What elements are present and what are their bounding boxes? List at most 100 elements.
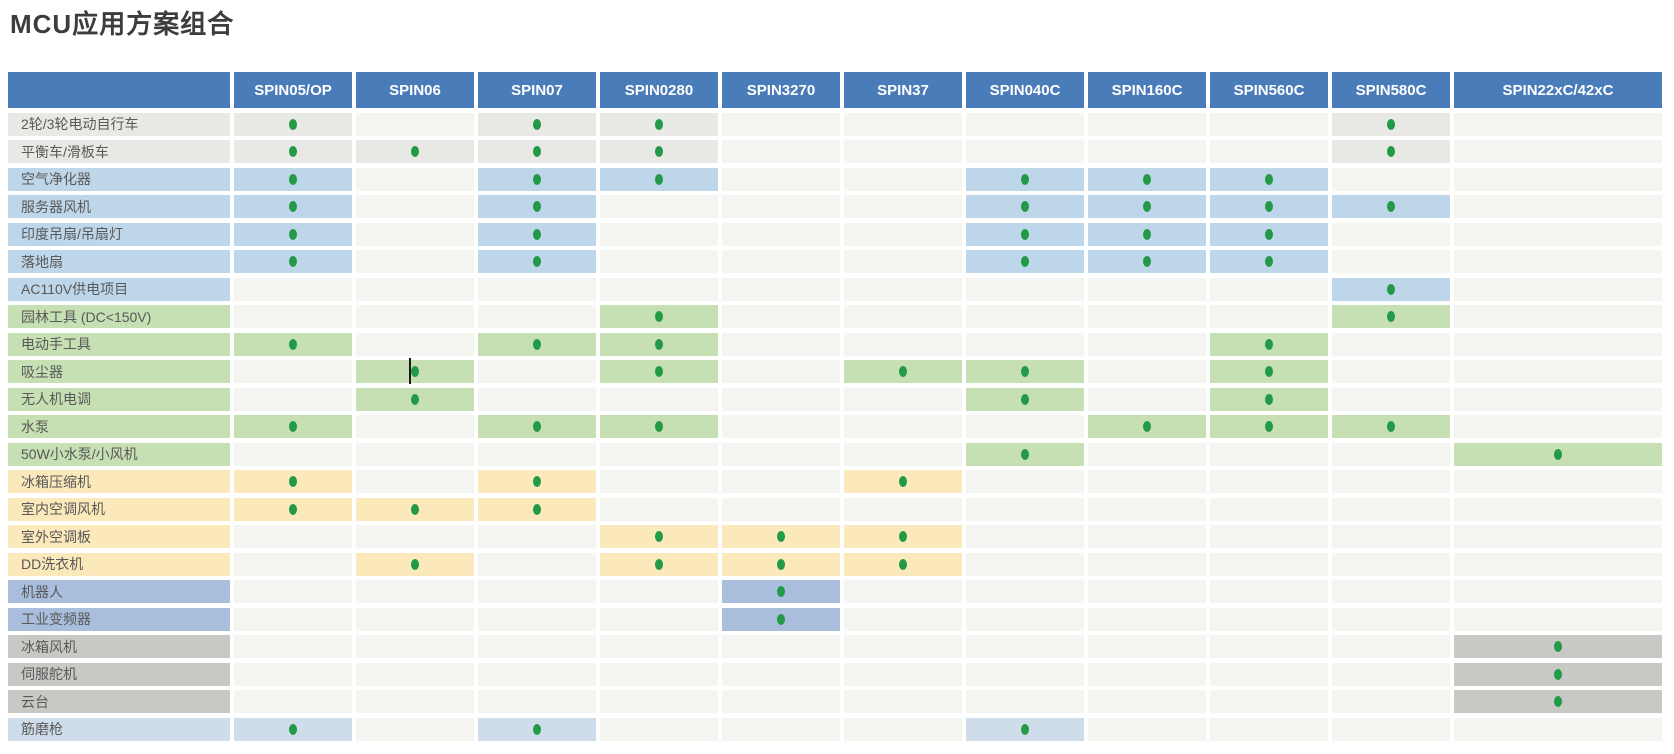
table-cell — [600, 442, 718, 466]
dot-icon — [289, 503, 297, 515]
table-cell — [1454, 332, 1662, 356]
table-cell — [356, 305, 474, 328]
dot-icon — [899, 476, 907, 487]
table-cell — [1088, 607, 1206, 631]
table-cell — [1332, 470, 1450, 493]
dot-icon — [1021, 448, 1029, 460]
table-cell — [722, 662, 840, 686]
table-cell — [1210, 662, 1328, 686]
table-cell — [1088, 552, 1206, 576]
dot-icon — [655, 558, 663, 570]
table-cell — [844, 222, 962, 246]
dot-icon — [655, 311, 663, 322]
table-cell — [356, 525, 474, 548]
table-cell — [600, 415, 718, 438]
table-cell — [1332, 140, 1450, 163]
row-label: 印度吊扇/吊扇灯 — [8, 222, 230, 246]
table-cell — [356, 662, 474, 686]
dot-icon — [1265, 228, 1273, 240]
dot-icon — [899, 531, 907, 542]
row-label: 无人机电调 — [8, 387, 230, 411]
column-header: SPIN160C — [1088, 72, 1206, 108]
table-cell — [1088, 662, 1206, 686]
table-cell — [1332, 552, 1450, 576]
table-cell — [966, 112, 1084, 136]
dot-icon — [1387, 201, 1395, 212]
row-label: 空气净化器 — [8, 167, 230, 191]
table-cell — [1088, 415, 1206, 438]
table-cell — [234, 222, 352, 246]
table-cell — [234, 277, 352, 301]
table-cell — [1088, 360, 1206, 383]
dot-icon — [289, 421, 297, 432]
dot-icon — [1265, 338, 1273, 350]
dot-icon — [411, 366, 419, 377]
table-cell — [1454, 305, 1662, 328]
table-cell — [722, 167, 840, 191]
table-cell — [478, 607, 596, 631]
table-cell — [844, 525, 962, 548]
dot-icon — [655, 118, 663, 130]
table-cell — [1210, 250, 1328, 273]
table-cell — [844, 112, 962, 136]
table-cell — [356, 690, 474, 713]
table-cell — [844, 387, 962, 411]
table-cell — [966, 167, 1084, 191]
dot-icon — [1554, 696, 1562, 707]
table-cell — [356, 140, 474, 163]
table-cell — [1454, 360, 1662, 383]
table-cell — [1454, 277, 1662, 301]
dot-icon — [411, 558, 419, 570]
table-cell — [356, 717, 474, 741]
dot-icon — [289, 723, 297, 735]
dot-icon — [411, 393, 419, 405]
table-cell — [844, 470, 962, 493]
table-cell — [722, 387, 840, 411]
table-cell — [478, 360, 596, 383]
table-cell — [600, 470, 718, 493]
dot-icon — [777, 531, 785, 542]
table-cell — [722, 552, 840, 576]
table-cell — [600, 167, 718, 191]
table-cell — [966, 717, 1084, 741]
table-cell — [966, 360, 1084, 383]
table-cell — [722, 112, 840, 136]
table-cell — [844, 415, 962, 438]
dot-icon — [533, 228, 541, 240]
column-header: SPIN22xC/42xC — [1454, 72, 1662, 108]
dot-icon — [899, 366, 907, 377]
row-label: 云台 — [8, 690, 230, 713]
table-cell — [966, 442, 1084, 466]
table-cell — [722, 222, 840, 246]
table-cell — [1210, 112, 1328, 136]
table-cell — [1088, 167, 1206, 191]
row-label: 平衡车/滑板车 — [8, 140, 230, 163]
table-cell — [1210, 635, 1328, 658]
dot-icon — [1021, 228, 1029, 240]
dot-icon — [655, 338, 663, 350]
table-cell — [356, 332, 474, 356]
table-cell — [1454, 222, 1662, 246]
table-cell — [600, 360, 718, 383]
table-cell — [844, 552, 962, 576]
table-cell — [1332, 277, 1450, 301]
table-cell — [478, 250, 596, 273]
table-cell — [1332, 222, 1450, 246]
table-cell — [1332, 415, 1450, 438]
table-cell — [478, 635, 596, 658]
dot-icon — [1021, 201, 1029, 212]
table-cell — [600, 717, 718, 741]
dot-icon — [777, 586, 785, 597]
table-cell — [1210, 690, 1328, 713]
dot-icon — [289, 256, 297, 267]
dot-icon — [289, 338, 297, 350]
table-cell — [356, 387, 474, 411]
table-cell — [722, 442, 840, 466]
table-cell — [722, 332, 840, 356]
dot-icon — [1021, 256, 1029, 267]
table-cell — [1454, 662, 1662, 686]
table-cell — [1210, 387, 1328, 411]
table-cell — [600, 222, 718, 246]
table-cell — [1088, 195, 1206, 218]
column-header: SPIN040C — [966, 72, 1084, 108]
